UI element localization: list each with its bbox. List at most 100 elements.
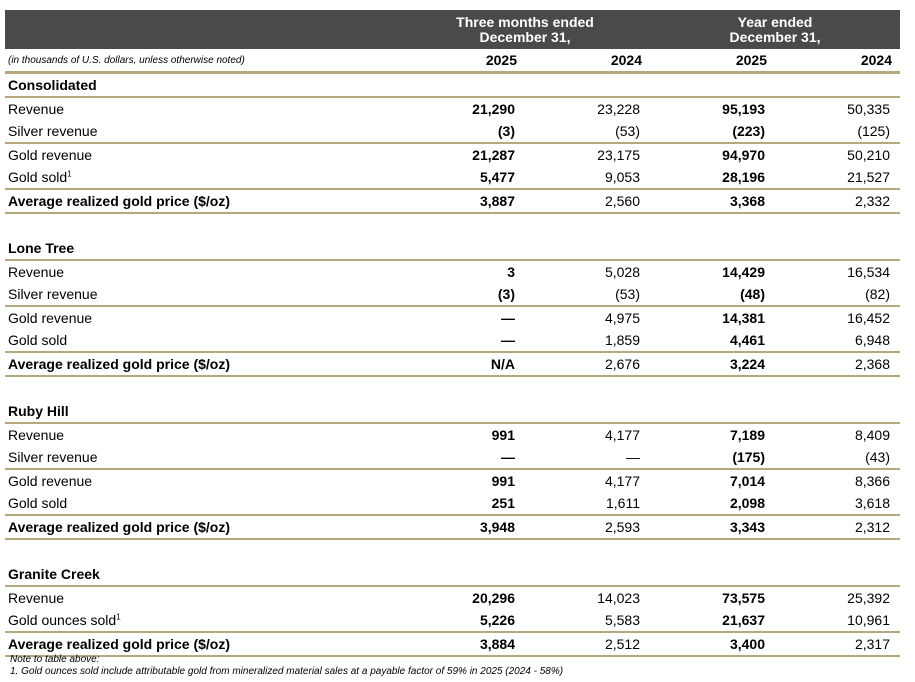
table-row: Gold revenue 21,287 23,175 94,970 50,210 (5, 143, 900, 166)
year-col-3: 2025 (650, 49, 775, 74)
cell-value: — (525, 446, 650, 470)
footnote-marker: 1 (67, 169, 72, 179)
table-row: Gold revenue — 4,975 14,381 16,452 (5, 306, 900, 329)
row-label: Silver revenue (5, 120, 400, 144)
footnote-1: 1. Gold ounces sold include attributable… (10, 666, 564, 677)
table-row: Silver revenue (3) (53) (48) (82) (5, 283, 900, 307)
cell-value: (175) (650, 446, 775, 470)
cell-value: 2,676 (525, 352, 650, 377)
section-header: Consolidated (5, 72, 900, 98)
cell-value: 21,290 (472, 101, 515, 117)
cell-value: 8,409 (854, 427, 890, 443)
cell-value: 73,575 (722, 590, 765, 606)
cell-value: 23,228 (597, 101, 640, 117)
year-col-2: 2024 (525, 49, 650, 74)
cell-value: 25,392 (847, 590, 890, 606)
year-col-4: 2024 (775, 49, 900, 74)
cell-value: 3,343 (650, 515, 775, 540)
row-label: Revenue (8, 590, 65, 606)
table-row: Gold ounces sold1 5,226 5,583 21,637 10,961 (5, 609, 900, 633)
row-label: Revenue (8, 101, 65, 117)
cell-value: 5,028 (604, 264, 640, 280)
table-row: Revenue 20,296 14,023 73,575 25,392 (5, 586, 900, 609)
table-row: Silver revenue — — (175) (43) (5, 446, 900, 470)
cell-value: 6,948 (775, 329, 900, 353)
cell-value: 50,335 (847, 101, 890, 117)
cell-value: 50,210 (847, 147, 890, 163)
cell-value: 28,196 (650, 166, 775, 190)
cell-value: 21,637 (650, 609, 775, 633)
cell-value: 1,611 (525, 492, 650, 516)
cell-value: 2,368 (775, 352, 900, 377)
cell-value: (43) (775, 446, 900, 470)
cell-value: 8,366 (854, 473, 890, 489)
section-title: Lone Tree (5, 237, 900, 261)
cell-value: — (400, 329, 525, 353)
row-label: Average realized gold price ($/oz) (5, 632, 400, 657)
cell-value: 991 (491, 473, 515, 489)
cell-value: 14,429 (722, 264, 765, 280)
footnote-marker: 1 (116, 612, 121, 622)
cell-value: (3) (400, 283, 525, 307)
cell-value: 14,381 (722, 310, 765, 326)
section-header: Granite Creek (5, 563, 900, 587)
section-title: Consolidated (5, 72, 900, 98)
cell-value: 251 (400, 492, 525, 516)
row-label: Silver revenue (5, 283, 400, 307)
table-row: Gold sold 251 1,611 2,098 3,618 (5, 492, 900, 516)
year-col-1: 2025 (400, 49, 525, 74)
row-label: Gold revenue (8, 473, 93, 489)
cell-value: 14,023 (597, 590, 640, 606)
row-label: Gold ounces sold1 (5, 609, 400, 633)
cell-value: (53) (525, 120, 650, 144)
cell-value: 5,583 (525, 609, 650, 633)
cell-value: 23,175 (597, 147, 640, 163)
row-label: Gold sold (5, 492, 400, 516)
cell-value: 5,226 (400, 609, 525, 633)
cell-value: (125) (775, 120, 900, 144)
cell-value: 20,296 (472, 590, 515, 606)
table-row: Gold sold1 5,477 9,053 28,196 21,527 (5, 166, 900, 190)
cell-value: 2,332 (775, 189, 900, 214)
cell-value: 21,287 (472, 147, 515, 163)
units-note: (in thousands of U.S. dollars, unless ot… (5, 49, 400, 74)
table-row: Average realized gold price ($/oz) 3,887 2… (5, 189, 900, 214)
cell-value: 3,884 (400, 632, 525, 657)
cell-value: 2,560 (525, 189, 650, 214)
cell-value: 16,534 (847, 264, 890, 280)
cell-value: 3,618 (775, 492, 900, 516)
spacer-row (5, 539, 900, 563)
table-row: Silver revenue (3) (53) (223) (125) (5, 120, 900, 144)
table-header: Three months ended December 31, Year end… (5, 10, 900, 49)
row-label: Gold revenue (8, 147, 93, 163)
year-ended-header: Year ended December 31, (650, 10, 900, 49)
table-row: Average realized gold price ($/oz) N/A 2,6… (5, 352, 900, 377)
row-label: Revenue (8, 264, 65, 280)
table-row: Revenue 3 5,028 14,429 16,534 (5, 260, 900, 283)
row-label: Revenue (8, 427, 65, 443)
table-row: Average realized gold price ($/oz) 3,948 2… (5, 515, 900, 540)
cell-value: (223) (650, 120, 775, 144)
cell-value: 10,961 (775, 609, 900, 633)
cell-value: 3,224 (650, 352, 775, 377)
cell-value: N/A (400, 352, 525, 377)
cell-value: — (501, 310, 515, 326)
cell-value: 2,312 (775, 515, 900, 540)
cell-value: 4,177 (604, 473, 640, 489)
three-months-header: Three months ended December 31, (400, 10, 650, 49)
table-notes: Note to table above: 1. Gold ounces sold… (10, 654, 563, 678)
cell-value: 2,512 (525, 632, 650, 657)
section-header: Lone Tree (5, 237, 900, 261)
cell-value: 3,368 (650, 189, 775, 214)
year-row: (in thousands of U.S. dollars, unless ot… (5, 49, 900, 74)
table-row: Gold revenue 991 4,177 7,014 8,366 (5, 469, 900, 492)
cell-value: 2,317 (775, 632, 900, 657)
cell-value: 16,452 (847, 310, 890, 326)
cell-value: (53) (525, 283, 650, 307)
table-row: Revenue 21,290 23,228 95,193 50,335 (5, 97, 900, 120)
spacer-row (5, 376, 900, 400)
cell-value: 3,887 (400, 189, 525, 214)
cell-value: 7,189 (729, 427, 765, 443)
row-label: Gold sold1 (5, 166, 400, 190)
